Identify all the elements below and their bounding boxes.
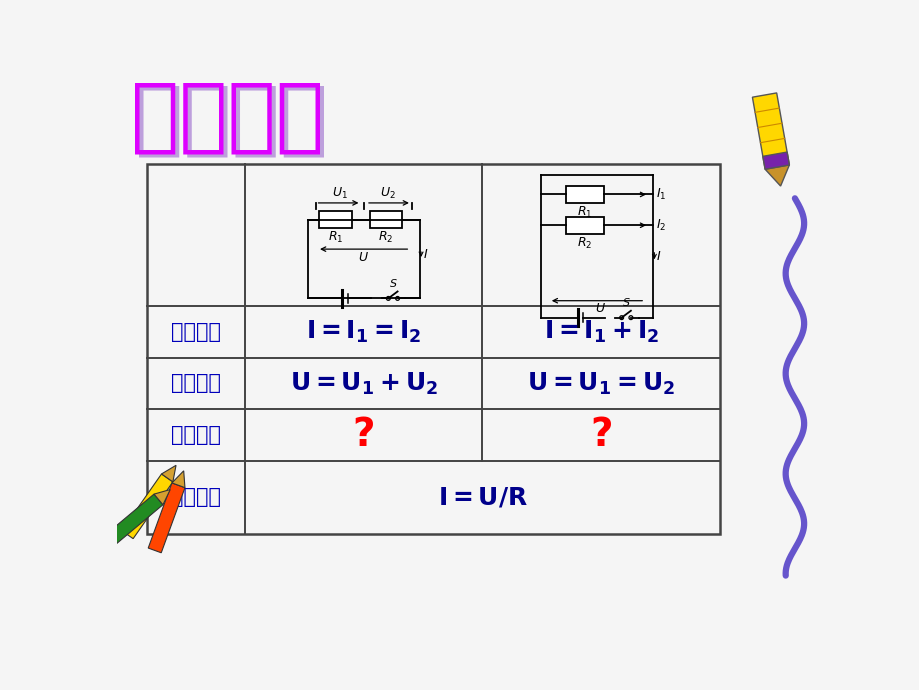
- Polygon shape: [121, 474, 173, 539]
- Text: 回忆一下: 回忆一下: [135, 82, 328, 160]
- Text: 电压关系: 电压关系: [171, 373, 221, 393]
- Polygon shape: [148, 483, 185, 553]
- Text: $I_2$: $I_2$: [655, 218, 665, 233]
- Text: $R_2$: $R_2$: [577, 236, 592, 251]
- Polygon shape: [153, 489, 170, 505]
- Bar: [369, 210, 402, 228]
- Text: 电流关系: 电流关系: [171, 322, 221, 342]
- Text: $S$: $S$: [388, 277, 397, 289]
- Text: 欧姆定律: 欧姆定律: [171, 487, 221, 507]
- Text: $R_1$: $R_1$: [577, 205, 592, 220]
- Text: $R_2$: $R_2$: [378, 230, 393, 245]
- Polygon shape: [101, 494, 163, 549]
- Polygon shape: [162, 465, 176, 482]
- Text: ?: ?: [352, 416, 375, 454]
- Text: $\mathbf{I=I_1+I_2}$: $\mathbf{I=I_1+I_2}$: [543, 319, 658, 345]
- Text: $R_1$: $R_1$: [327, 230, 343, 245]
- Bar: [319, 210, 351, 228]
- Text: $U$: $U$: [357, 250, 369, 264]
- Bar: [146, 164, 720, 534]
- Text: $U_1$: $U_1$: [332, 186, 347, 201]
- Text: $\mathbf{U=U_1=U_2}$: $\mathbf{U=U_1=U_2}$: [527, 371, 675, 397]
- Text: $\mathbf{I=I_1=I_2}$: $\mathbf{I=I_1=I_2}$: [306, 319, 421, 345]
- Text: 回忆一下: 回忆一下: [131, 78, 323, 156]
- Polygon shape: [752, 93, 789, 169]
- Text: $I_1$: $I_1$: [655, 187, 665, 202]
- Text: $\mathbf{I=U/R}$: $\mathbf{I=U/R}$: [437, 486, 528, 509]
- Text: $\mathbf{U=U_1+U_2}$: $\mathbf{U=U_1+U_2}$: [289, 371, 437, 397]
- Text: $U$: $U$: [595, 302, 606, 315]
- Text: $I$: $I$: [422, 248, 427, 261]
- Text: 电阻关系: 电阻关系: [171, 425, 221, 445]
- Text: $I$: $I$: [655, 250, 661, 263]
- Text: $S$: $S$: [621, 297, 630, 308]
- Bar: [565, 186, 604, 203]
- Text: $U_2$: $U_2$: [380, 186, 395, 201]
- Polygon shape: [762, 152, 789, 169]
- Polygon shape: [172, 471, 185, 488]
- Polygon shape: [765, 165, 789, 186]
- Bar: [565, 217, 604, 234]
- Text: ?: ?: [589, 416, 612, 454]
